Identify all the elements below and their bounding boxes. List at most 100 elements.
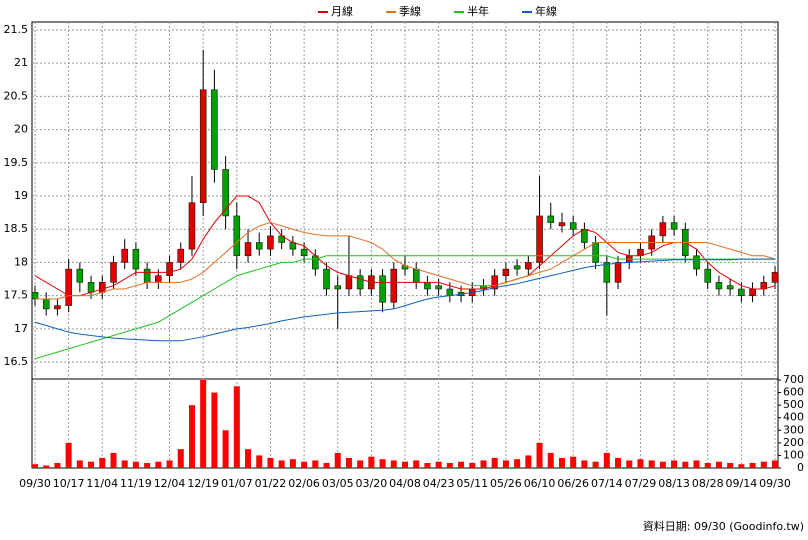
candle-body <box>603 262 611 283</box>
legend-label: 年線 <box>535 4 557 18</box>
volume-bar <box>99 457 106 468</box>
volume-bar <box>334 452 341 468</box>
volume-bar <box>188 405 195 468</box>
y-tick-label: 21.5 <box>4 23 29 36</box>
volume-bar <box>357 460 364 468</box>
volume-bar <box>144 462 151 468</box>
y-tick-label: 20 <box>14 123 28 136</box>
volume-bar <box>715 461 722 468</box>
x-tick-label: 07/14 <box>591 477 623 490</box>
volume-bar <box>110 452 117 468</box>
volume-bar <box>177 449 184 468</box>
x-tick-label: 12/19 <box>187 477 219 490</box>
x-tick-label: 08/28 <box>692 477 724 490</box>
candle-body <box>166 262 173 276</box>
x-tick-label: 02/06 <box>288 477 320 490</box>
candle-body <box>525 262 532 270</box>
x-tick-label: 11/19 <box>120 477 152 490</box>
volume-bar <box>682 461 689 468</box>
candle-body <box>446 288 454 296</box>
volume-bar <box>222 430 229 468</box>
candle-body <box>704 268 711 283</box>
y2-tick-label: 200 <box>783 436 804 449</box>
candle-body <box>222 169 229 217</box>
candle-body <box>659 222 667 237</box>
candle-body <box>110 262 117 283</box>
candle-body <box>412 268 420 283</box>
candle-body <box>87 282 95 293</box>
x-tick-label: 06/10 <box>524 477 556 490</box>
y2-tick-label: 400 <box>783 411 804 424</box>
legend-label: 季線 <box>399 4 421 18</box>
x-tick-label: 11/04 <box>86 477 118 490</box>
volume-bar <box>480 460 487 468</box>
x-tick-label: 05/26 <box>490 477 522 490</box>
candle-body <box>199 89 207 203</box>
volume-bar <box>603 452 610 468</box>
volume-bar <box>738 464 745 468</box>
candle-body <box>569 222 577 230</box>
ma-line <box>34 258 775 342</box>
x-tick-label: 08/13 <box>658 477 690 490</box>
candle-body <box>121 248 128 263</box>
ma-line <box>34 195 776 297</box>
volume-bar <box>693 460 700 468</box>
volume-bar <box>368 456 375 468</box>
candle-body <box>300 248 308 257</box>
x-tick-label: 05/11 <box>456 477 488 490</box>
candle-body <box>614 262 622 283</box>
footer: 資料日期: 09/30 (Goodinfo.tw) <box>643 519 804 533</box>
volume-bar <box>413 460 420 468</box>
y-tick-label: 19.5 <box>4 156 29 169</box>
legend-label: 月線 <box>331 4 353 18</box>
volume-bar <box>65 442 72 468</box>
volume-bar <box>469 462 476 468</box>
candle-body <box>233 215 241 257</box>
candle-body <box>42 298 50 310</box>
volume-bar <box>659 461 666 468</box>
volume-bar <box>54 462 61 468</box>
volume-bar <box>570 456 577 468</box>
y-tick-label: 20.5 <box>4 89 29 102</box>
candle-body <box>592 242 599 263</box>
candle-body <box>513 265 521 270</box>
volume-bar <box>592 461 599 468</box>
y-tick-label: 16.5 <box>4 355 29 368</box>
candle-body <box>323 268 330 290</box>
volume-bar <box>200 380 207 468</box>
x-tick-label: 12/04 <box>154 477 186 490</box>
x-tick-label: 03/05 <box>322 477 354 490</box>
volume-bar <box>166 460 173 468</box>
y-tick-label: 21 <box>14 56 28 69</box>
candle-body <box>771 272 779 283</box>
candle-body <box>267 235 274 250</box>
candle-body <box>693 255 700 270</box>
y2-tick-label: 0 <box>797 461 804 474</box>
x-tick-label: 06/26 <box>557 477 589 490</box>
x-tick-label: 09/14 <box>726 477 758 490</box>
y-tick-label: 18 <box>14 255 28 268</box>
x-tick-label: 10/17 <box>53 477 85 490</box>
volume-bar <box>491 457 498 468</box>
x-tick-label: 09/30 <box>19 477 51 490</box>
volume-bar <box>615 457 622 468</box>
volume-bar <box>772 460 778 468</box>
legend-label: 半年 <box>467 4 489 18</box>
volume-bar <box>749 462 756 468</box>
volume-bar <box>32 464 38 468</box>
volume-bar <box>446 462 453 468</box>
volume-bar <box>301 461 308 468</box>
candle-body <box>188 202 196 250</box>
candle-body <box>491 275 498 290</box>
volume-bar <box>435 461 442 468</box>
volume-bar <box>536 442 543 468</box>
ma-line <box>35 222 776 300</box>
volume-bar <box>323 462 330 468</box>
candle-body <box>726 285 734 290</box>
volume-bar <box>211 392 218 468</box>
candle-body <box>255 242 263 250</box>
candle-body <box>502 268 510 276</box>
x-tick-label: 04/08 <box>389 477 421 490</box>
candle-body <box>54 305 61 310</box>
volume-bar <box>626 460 633 468</box>
